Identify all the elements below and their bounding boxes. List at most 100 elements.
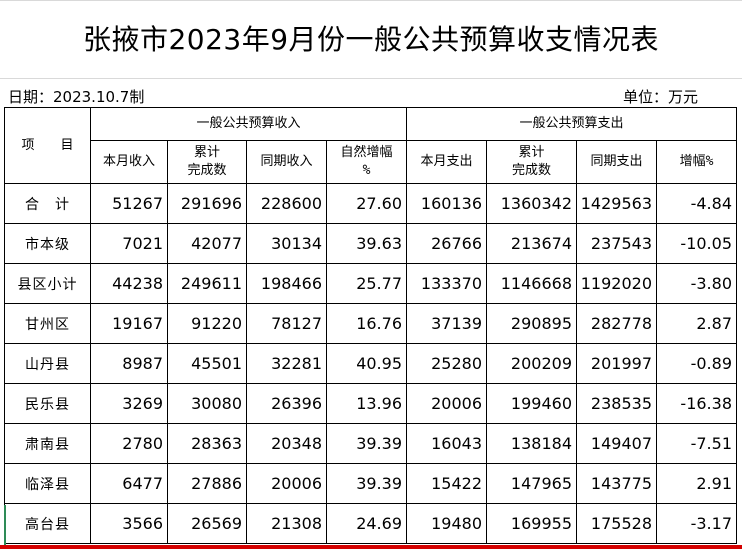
- expense-col-header[interactable]: 本月支出: [406, 140, 487, 184]
- table-row: 肃南县 2780 28363 20348 39.39 16043 138184 149407-…: [4, 423, 737, 464]
- bottom-red-border: [0, 545, 742, 549]
- sheet-top-gridline: [0, 0, 742, 1]
- value-cell[interactable]: -4.84: [656, 183, 737, 224]
- item-header[interactable]: 项 目: [4, 107, 91, 184]
- value-cell[interactable]: 169955: [486, 503, 577, 544]
- value-cell[interactable]: -3.17: [656, 503, 737, 544]
- value-cell[interactable]: 78127: [246, 303, 327, 344]
- row-name-cell[interactable]: 民乐县: [4, 383, 91, 424]
- value-cell[interactable]: 32281: [246, 343, 327, 384]
- value-cell[interactable]: 21308: [246, 503, 327, 544]
- budget-table: 项 目 一般公共预算收入 一般公共预算支出 本月收入 累计 完成数 同期收入 自然增幅…: [4, 107, 737, 544]
- expense-group-header[interactable]: 一般公共预算支出: [406, 107, 737, 141]
- row-name-cell[interactable]: 山丹县: [4, 343, 91, 384]
- value-cell[interactable]: 26766: [406, 223, 487, 264]
- income-col-header[interactable]: 同期收入: [246, 140, 327, 184]
- value-cell[interactable]: 249611: [167, 263, 247, 304]
- value-cell[interactable]: 37139: [406, 303, 487, 344]
- value-cell[interactable]: 228600: [246, 183, 327, 224]
- income-group-header[interactable]: 一般公共预算收入: [90, 107, 407, 141]
- value-cell[interactable]: 25280: [406, 343, 487, 384]
- value-cell[interactable]: -7.51: [656, 423, 737, 464]
- value-cell[interactable]: 138184: [486, 423, 577, 464]
- row-name-cell[interactable]: 临泽县: [4, 463, 91, 504]
- value-cell[interactable]: 1146668: [486, 263, 577, 304]
- value-cell[interactable]: 149407: [576, 423, 657, 464]
- value-cell[interactable]: 20006: [406, 383, 487, 424]
- value-cell[interactable]: 143775: [576, 463, 657, 504]
- value-cell[interactable]: 27.60: [326, 183, 407, 224]
- value-cell[interactable]: 282778: [576, 303, 657, 344]
- value-cell[interactable]: 20348: [246, 423, 327, 464]
- value-cell[interactable]: 15422: [406, 463, 487, 504]
- value-cell[interactable]: 1192020: [576, 263, 657, 304]
- value-cell[interactable]: 42077: [167, 223, 247, 264]
- table-row: 高台县 3566 26569 21308 24.69 19480 169955 175528-…: [4, 503, 737, 544]
- value-cell[interactable]: 2.91: [656, 463, 737, 504]
- value-cell[interactable]: 40.95: [326, 343, 407, 384]
- income-col-header[interactable]: 自然增幅 %: [326, 140, 407, 184]
- row-name-cell[interactable]: 合 计: [4, 183, 91, 224]
- value-cell[interactable]: -10.05: [656, 223, 737, 264]
- value-cell[interactable]: 13.96: [326, 383, 407, 424]
- value-cell[interactable]: 201997: [576, 343, 657, 384]
- value-cell[interactable]: 26396: [246, 383, 327, 424]
- value-cell[interactable]: 28363: [167, 423, 247, 464]
- value-cell[interactable]: 39.63: [326, 223, 407, 264]
- value-cell[interactable]: 198466: [246, 263, 327, 304]
- value-cell[interactable]: 291696: [167, 183, 247, 224]
- value-cell[interactable]: 2.87: [656, 303, 737, 344]
- value-cell[interactable]: -16.38: [656, 383, 737, 424]
- value-cell[interactable]: 237543: [576, 223, 657, 264]
- table-row: 市本级 7021 42077 30134 39.63 26766 213674 237543-…: [4, 223, 737, 264]
- value-cell[interactable]: 26569: [167, 503, 247, 544]
- value-cell[interactable]: 30080: [167, 383, 247, 424]
- value-cell[interactable]: 19167: [90, 303, 168, 344]
- value-cell[interactable]: 24.69: [326, 503, 407, 544]
- value-cell[interactable]: 44238: [90, 263, 168, 304]
- value-cell[interactable]: 20006: [246, 463, 327, 504]
- income-col-header[interactable]: 本月收入: [90, 140, 168, 184]
- value-cell[interactable]: -0.89: [656, 343, 737, 384]
- value-cell[interactable]: 39.39: [326, 423, 407, 464]
- value-cell[interactable]: 200209: [486, 343, 577, 384]
- value-cell[interactable]: 39.39: [326, 463, 407, 504]
- row-name-cell[interactable]: 高台县: [4, 503, 91, 544]
- value-cell[interactable]: 16043: [406, 423, 487, 464]
- value-cell[interactable]: 91220: [167, 303, 247, 344]
- value-cell[interactable]: 3566: [90, 503, 168, 544]
- income-col-header[interactable]: 累计 完成数: [167, 140, 247, 184]
- value-cell[interactable]: 199460: [486, 383, 577, 424]
- table-row: 甘州区 19167 91220 78127 16.76 37139 290895 282778…: [4, 303, 737, 344]
- value-cell[interactable]: 147965: [486, 463, 577, 504]
- value-cell[interactable]: 30134: [246, 223, 327, 264]
- value-cell[interactable]: 213674: [486, 223, 577, 264]
- table-row: 合 计 51267 291696 228600 27.60 160136 1360342 14…: [4, 183, 737, 224]
- value-cell[interactable]: 51267: [90, 183, 168, 224]
- expense-col-header[interactable]: 同期支出: [576, 140, 657, 184]
- row-name-cell[interactable]: 甘州区: [4, 303, 91, 344]
- value-cell[interactable]: 2780: [90, 423, 168, 464]
- value-cell[interactable]: 3269: [90, 383, 168, 424]
- expense-col-header[interactable]: 增幅%: [656, 140, 737, 184]
- value-cell[interactable]: 1360342: [486, 183, 577, 224]
- value-cell[interactable]: 133370: [406, 263, 487, 304]
- value-cell[interactable]: 25.77: [326, 263, 407, 304]
- value-cell[interactable]: -3.80: [656, 263, 737, 304]
- value-cell[interactable]: 27886: [167, 463, 247, 504]
- value-cell[interactable]: 6477: [90, 463, 168, 504]
- row-name-cell[interactable]: 县区小计: [4, 263, 91, 304]
- row-name-cell[interactable]: 市本级: [4, 223, 91, 264]
- value-cell[interactable]: 238535: [576, 383, 657, 424]
- row-name-cell[interactable]: 肃南县: [4, 423, 91, 464]
- value-cell[interactable]: 7021: [90, 223, 168, 264]
- value-cell[interactable]: 290895: [486, 303, 577, 344]
- value-cell[interactable]: 45501: [167, 343, 247, 384]
- expense-col-header[interactable]: 累计 完成数: [486, 140, 577, 184]
- value-cell[interactable]: 1429563: [576, 183, 657, 224]
- value-cell[interactable]: 160136: [406, 183, 487, 224]
- value-cell[interactable]: 175528: [576, 503, 657, 544]
- value-cell[interactable]: 16.76: [326, 303, 407, 344]
- value-cell[interactable]: 19480: [406, 503, 487, 544]
- value-cell[interactable]: 8987: [90, 343, 168, 384]
